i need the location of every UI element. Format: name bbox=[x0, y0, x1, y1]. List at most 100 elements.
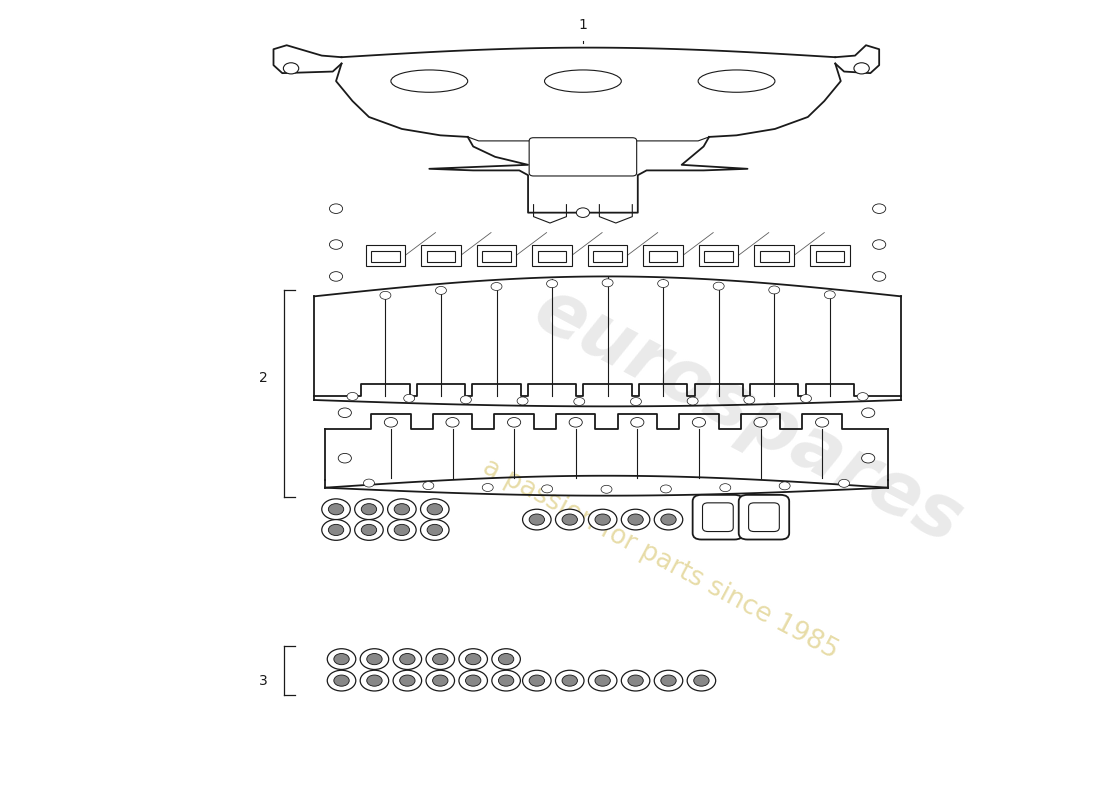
FancyBboxPatch shape bbox=[371, 251, 399, 262]
Circle shape bbox=[360, 670, 388, 691]
Text: eurospares: eurospares bbox=[521, 272, 974, 559]
FancyBboxPatch shape bbox=[760, 251, 789, 262]
Circle shape bbox=[654, 670, 683, 691]
Circle shape bbox=[719, 484, 730, 492]
Ellipse shape bbox=[698, 70, 774, 92]
Circle shape bbox=[465, 675, 481, 686]
Circle shape bbox=[628, 675, 643, 686]
FancyBboxPatch shape bbox=[593, 251, 622, 262]
Circle shape bbox=[446, 418, 459, 427]
Circle shape bbox=[436, 286, 447, 294]
Circle shape bbox=[354, 519, 383, 540]
Circle shape bbox=[660, 485, 671, 493]
Circle shape bbox=[492, 649, 520, 670]
Circle shape bbox=[328, 649, 355, 670]
Circle shape bbox=[574, 398, 585, 406]
Circle shape bbox=[658, 279, 669, 287]
Circle shape bbox=[333, 654, 349, 665]
Circle shape bbox=[394, 524, 409, 535]
Circle shape bbox=[354, 499, 383, 519]
FancyBboxPatch shape bbox=[532, 246, 572, 266]
Circle shape bbox=[661, 514, 676, 525]
Circle shape bbox=[595, 514, 610, 525]
Circle shape bbox=[595, 675, 610, 686]
Circle shape bbox=[694, 675, 710, 686]
Circle shape bbox=[338, 454, 351, 463]
Circle shape bbox=[872, 272, 886, 282]
Circle shape bbox=[769, 286, 780, 294]
Circle shape bbox=[338, 408, 351, 418]
FancyBboxPatch shape bbox=[755, 246, 794, 266]
Circle shape bbox=[498, 675, 514, 686]
Circle shape bbox=[420, 499, 449, 519]
Circle shape bbox=[394, 504, 409, 515]
FancyBboxPatch shape bbox=[815, 251, 844, 262]
Circle shape bbox=[482, 483, 493, 491]
Circle shape bbox=[522, 510, 551, 530]
Circle shape bbox=[838, 479, 849, 487]
Circle shape bbox=[360, 649, 388, 670]
Circle shape bbox=[576, 208, 590, 218]
Circle shape bbox=[399, 675, 415, 686]
Circle shape bbox=[329, 504, 343, 515]
Circle shape bbox=[387, 499, 416, 519]
Circle shape bbox=[661, 675, 676, 686]
Circle shape bbox=[824, 290, 835, 298]
Circle shape bbox=[461, 396, 472, 404]
Circle shape bbox=[361, 524, 376, 535]
FancyBboxPatch shape bbox=[538, 251, 566, 262]
Circle shape bbox=[754, 418, 767, 427]
Circle shape bbox=[556, 510, 584, 530]
Circle shape bbox=[547, 280, 558, 288]
FancyBboxPatch shape bbox=[482, 251, 510, 262]
Circle shape bbox=[621, 510, 650, 530]
Circle shape bbox=[628, 514, 643, 525]
Circle shape bbox=[630, 418, 644, 427]
Circle shape bbox=[322, 519, 350, 540]
Circle shape bbox=[330, 204, 342, 214]
Circle shape bbox=[361, 504, 376, 515]
FancyBboxPatch shape bbox=[698, 246, 738, 266]
Circle shape bbox=[854, 62, 869, 74]
Circle shape bbox=[328, 670, 355, 691]
Circle shape bbox=[426, 670, 454, 691]
Circle shape bbox=[692, 418, 705, 427]
Circle shape bbox=[399, 654, 415, 665]
Circle shape bbox=[465, 654, 481, 665]
Circle shape bbox=[427, 504, 442, 515]
FancyBboxPatch shape bbox=[587, 246, 627, 266]
Circle shape bbox=[366, 654, 382, 665]
Circle shape bbox=[541, 485, 552, 493]
Text: a passion for parts since 1985: a passion for parts since 1985 bbox=[477, 454, 842, 665]
Circle shape bbox=[815, 418, 828, 427]
Circle shape bbox=[562, 514, 578, 525]
Circle shape bbox=[522, 670, 551, 691]
Circle shape bbox=[384, 418, 397, 427]
Circle shape bbox=[713, 282, 724, 290]
Circle shape bbox=[333, 675, 349, 686]
Text: 3: 3 bbox=[260, 674, 268, 688]
Circle shape bbox=[363, 479, 374, 487]
Circle shape bbox=[330, 272, 342, 282]
Circle shape bbox=[529, 675, 544, 686]
FancyBboxPatch shape bbox=[427, 251, 455, 262]
Circle shape bbox=[498, 654, 514, 665]
Circle shape bbox=[517, 397, 528, 405]
Circle shape bbox=[861, 454, 875, 463]
Circle shape bbox=[393, 670, 421, 691]
FancyBboxPatch shape bbox=[704, 251, 733, 262]
Circle shape bbox=[459, 670, 487, 691]
Circle shape bbox=[857, 393, 868, 401]
Circle shape bbox=[688, 397, 698, 405]
Circle shape bbox=[491, 282, 502, 290]
Text: 2: 2 bbox=[260, 370, 268, 385]
FancyBboxPatch shape bbox=[649, 251, 678, 262]
Circle shape bbox=[688, 670, 716, 691]
Circle shape bbox=[427, 524, 442, 535]
Circle shape bbox=[569, 418, 582, 427]
Circle shape bbox=[529, 514, 544, 525]
Circle shape bbox=[422, 482, 433, 490]
Circle shape bbox=[492, 670, 520, 691]
Circle shape bbox=[432, 675, 448, 686]
Circle shape bbox=[588, 510, 617, 530]
